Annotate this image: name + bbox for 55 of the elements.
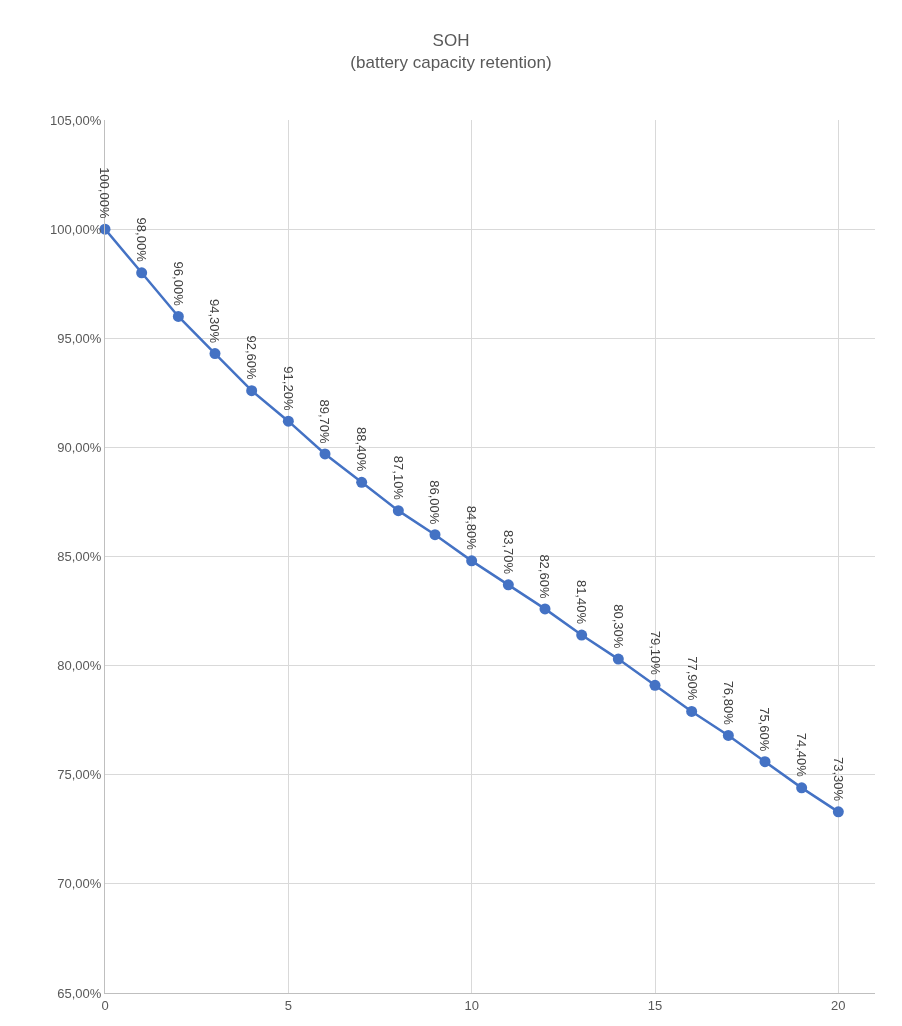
data-label: 74,40% <box>794 732 810 778</box>
data-label: 89,70% <box>317 399 333 444</box>
data-label: 76,80% <box>721 680 737 726</box>
y-tick-label: 95,00% <box>57 330 102 346</box>
point <box>539 603 551 615</box>
point <box>612 653 624 665</box>
y-tick-label: 80,00% <box>57 658 102 674</box>
chart-title: SOH (battery capacity retention) <box>350 31 552 73</box>
point <box>246 385 258 397</box>
point <box>172 310 184 322</box>
y-tick-label: 70,00% <box>57 876 102 892</box>
point <box>319 448 331 460</box>
x-tick-label: 0 <box>101 997 109 1013</box>
data-label: 91,20% <box>281 366 297 411</box>
point <box>136 267 148 279</box>
y-tick-label: 65,00% <box>57 985 102 1001</box>
point <box>429 529 441 541</box>
data-label: 94,30% <box>207 299 223 344</box>
data-label: 75,60% <box>757 707 773 752</box>
x-tick-label: 20 <box>831 997 846 1013</box>
point <box>576 629 588 641</box>
data-label: 87,10% <box>390 455 406 501</box>
data-label: 83,70% <box>500 530 516 575</box>
y-tick-label: 75,00% <box>57 767 102 783</box>
data-label: 96,00% <box>171 261 187 307</box>
point <box>832 806 844 818</box>
point <box>356 476 368 488</box>
data-label: 88,40% <box>354 427 370 472</box>
x-tick-label: 10 <box>464 997 479 1013</box>
point <box>649 679 661 691</box>
data-label: 79,10% <box>647 630 663 676</box>
data-label: 73,30% <box>830 757 846 802</box>
data-label: 82,60% <box>537 554 553 599</box>
point <box>282 415 294 427</box>
data-label: 92,60% <box>243 335 259 380</box>
data-label: 84,80% <box>464 505 480 551</box>
y-tick-label: 85,00% <box>57 549 102 565</box>
point <box>209 348 221 360</box>
point <box>686 705 698 717</box>
data-label: 80,30% <box>610 604 626 649</box>
x-tick-label: 15 <box>647 997 663 1013</box>
x-tick-label: 5 <box>284 997 292 1013</box>
point <box>466 555 478 567</box>
point <box>392 505 404 517</box>
data-label: 81,40% <box>574 579 590 625</box>
data-label: 86,00% <box>427 480 443 525</box>
point <box>722 729 734 741</box>
point <box>796 782 808 794</box>
data-label: 98,00% <box>133 217 149 263</box>
point <box>759 756 771 768</box>
point <box>502 579 514 591</box>
y-tick-label: 105,00% <box>50 112 102 128</box>
y-tick-label: 90,00% <box>57 439 102 455</box>
data-label: 77,90% <box>684 656 700 701</box>
y-tick-label: 100,00% <box>50 221 102 237</box>
